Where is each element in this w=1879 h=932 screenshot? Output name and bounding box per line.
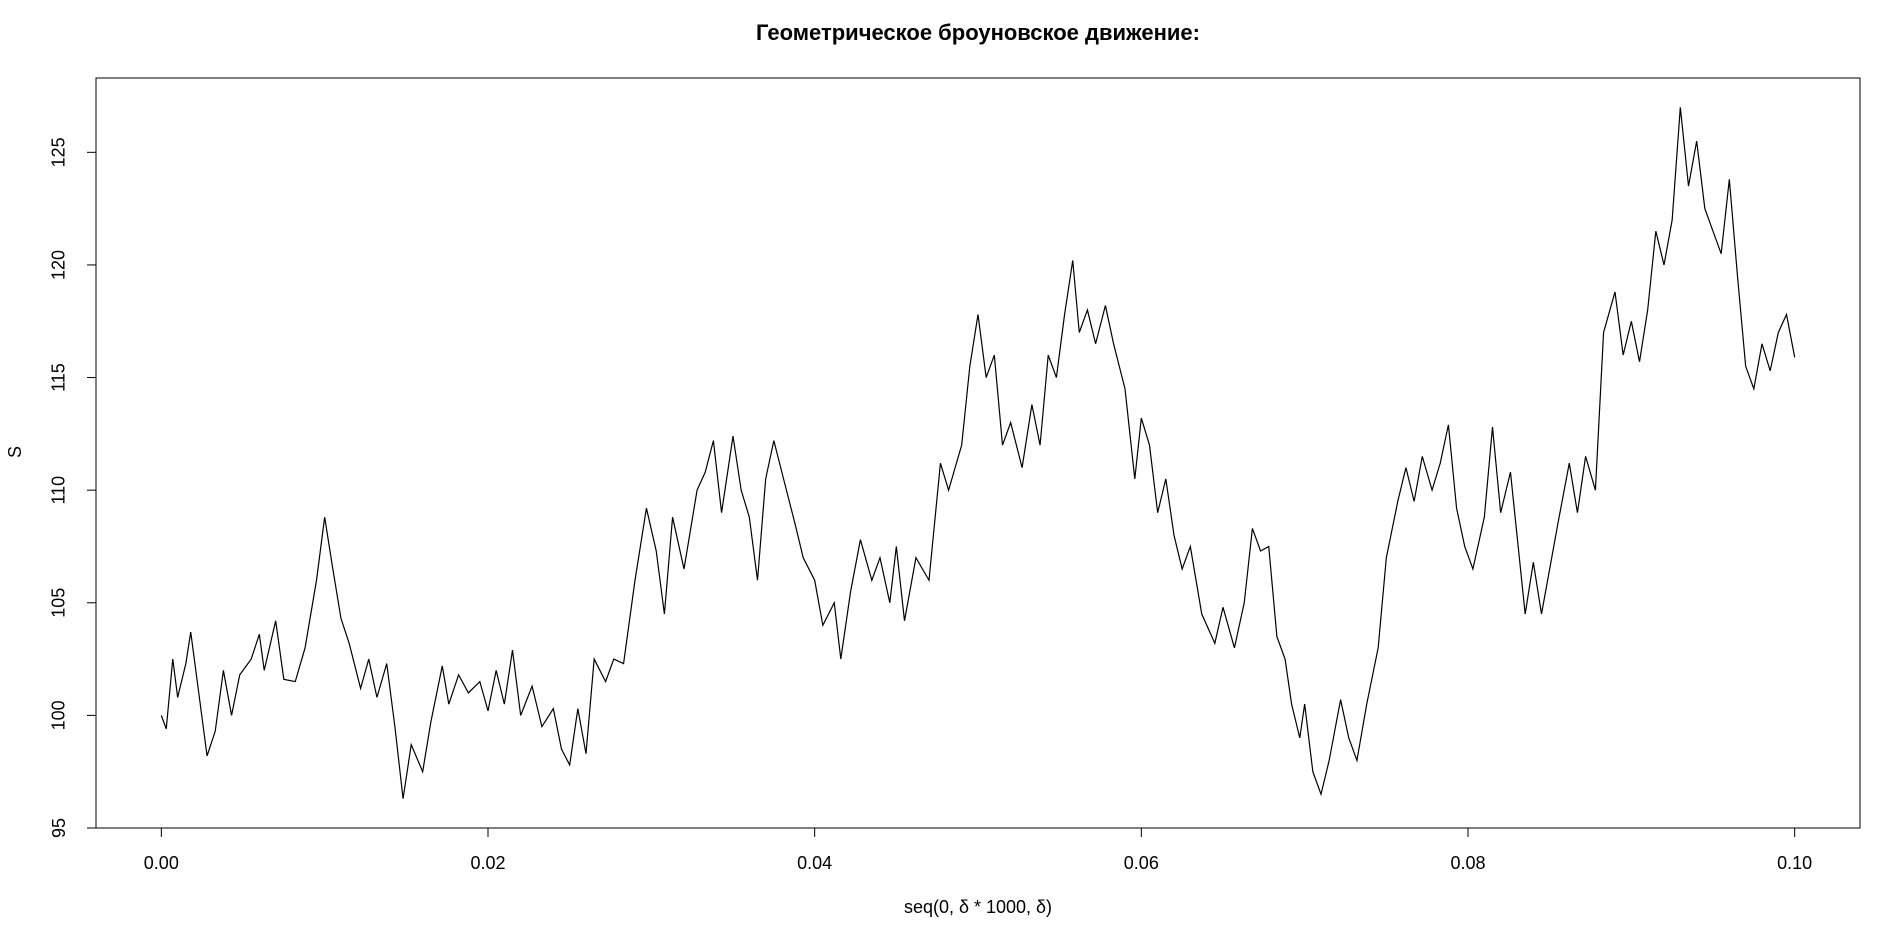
plot-box (95, 77, 1861, 829)
x-tick-label: 0.10 (1777, 853, 1812, 873)
x-tick-label: 0.08 (1450, 853, 1485, 873)
y-tick-label: 95 (49, 818, 69, 838)
y-tick-label: 100 (49, 700, 69, 730)
y-tick-label: 115 (49, 363, 69, 392)
x-tick-label: 0.02 (470, 853, 505, 873)
y-tick-label: 110 (49, 476, 69, 505)
x-tick-label: 0.06 (1124, 853, 1159, 873)
y-axis-label: S (5, 446, 25, 458)
y-tick-label: 120 (49, 250, 69, 280)
x-tick-label: 0.04 (797, 853, 832, 873)
y-tick-label: 125 (49, 137, 69, 167)
x-axis-label: seq(0, δ * 1000, δ) (904, 897, 1052, 917)
y-tick-label: 105 (49, 588, 69, 618)
chart-title: Геометрическое броуновское движение: (756, 20, 1200, 45)
data-line (160, 107, 1796, 799)
x-tick-label: 0.00 (144, 853, 179, 873)
